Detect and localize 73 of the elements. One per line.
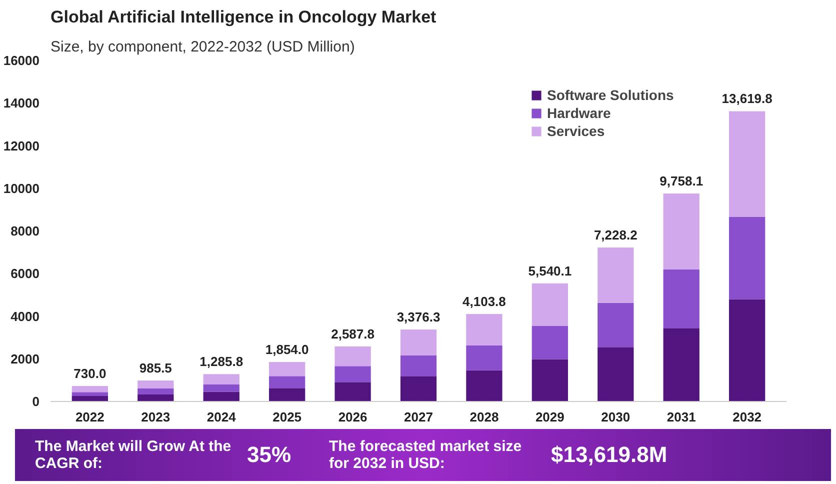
total-label: 1,854.0 [265, 342, 309, 357]
legend-label: Software Solutions [547, 87, 674, 103]
bar [138, 388, 174, 394]
total-label: 13,619.8 [722, 91, 772, 106]
bar [72, 396, 108, 402]
y-tick-label: 14000 [3, 96, 40, 111]
y-tick-label: 2000 [10, 351, 40, 366]
x-tick-label: 2027 [404, 410, 433, 424]
text: The forecasted market size for 2032 in USD: [329, 438, 523, 472]
total-label: 4,103.8 [462, 294, 506, 310]
x-tick-label: 2032 [732, 410, 762, 424]
text: 35% [247, 442, 292, 468]
bar [203, 374, 240, 384]
total-label: 2,587.8 [331, 326, 374, 342]
bar [466, 314, 502, 346]
bar [466, 345, 502, 370]
bar [138, 380, 174, 388]
bar [663, 269, 700, 328]
bar [138, 394, 174, 402]
bar [72, 392, 108, 396]
x-tick-label: 2031 [666, 410, 696, 424]
bar [663, 194, 700, 270]
total-label: 3,376.3 [396, 310, 440, 325]
bar [400, 376, 437, 402]
bar [203, 384, 240, 392]
bar [400, 330, 437, 356]
bar [598, 247, 634, 303]
bar [729, 111, 766, 217]
bar [598, 302, 634, 348]
text: The Market will Grow At the CAGR of: [35, 438, 232, 472]
bar [400, 355, 437, 376]
x-tick-label: 2024 [206, 410, 237, 424]
y-tick-label: 10000 [3, 180, 40, 196]
bar [72, 386, 108, 392]
total-label: 985.5 [139, 360, 172, 376]
bar [269, 388, 306, 402]
x-tick-label: 2026 [338, 410, 368, 424]
x-tick-label: 2025 [272, 410, 302, 424]
legend-label: Services [547, 123, 605, 139]
y-tick-label: 8000 [10, 224, 40, 238]
bar [729, 216, 766, 300]
x-tick-label: 2022 [75, 410, 104, 424]
bar [532, 359, 568, 402]
total-label: 5,540.1 [528, 263, 572, 278]
bar [466, 370, 502, 402]
bar [269, 376, 306, 388]
y-tick-label: 12000 [3, 138, 40, 154]
bar [598, 347, 634, 402]
x-tick-label: 2029 [535, 410, 564, 424]
y-tick-label: 16000 [3, 53, 40, 68]
bar [532, 283, 568, 326]
y-tick-label: 0 [32, 394, 40, 409]
x-tick-label: 2030 [601, 410, 630, 424]
chart-subtitle: Size, by component, 2022-2032 (USD Million) [50, 38, 355, 56]
text: $13,619.8M [551, 442, 668, 468]
total-label: 7,228.2 [594, 227, 638, 242]
x-tick-label: 2023 [141, 410, 170, 424]
y-tick-label: 6000 [10, 266, 40, 282]
bar [334, 382, 371, 402]
legend-label: Hardware [547, 105, 611, 121]
y-tick-label: 4000 [10, 308, 40, 324]
total-label: 1,285.8 [200, 354, 244, 370]
bar [663, 328, 700, 402]
bar [729, 299, 766, 402]
bar [269, 362, 306, 376]
bar [532, 326, 568, 360]
total-label: 730.0 [74, 366, 106, 381]
bar [334, 366, 371, 382]
bar [203, 392, 240, 402]
bar [334, 346, 371, 366]
total-label: 9,758.1 [660, 174, 704, 189]
x-tick-label: 2028 [470, 410, 499, 424]
chart-title: Global Artificial Intelligence in Oncology Market [50, 8, 437, 26]
